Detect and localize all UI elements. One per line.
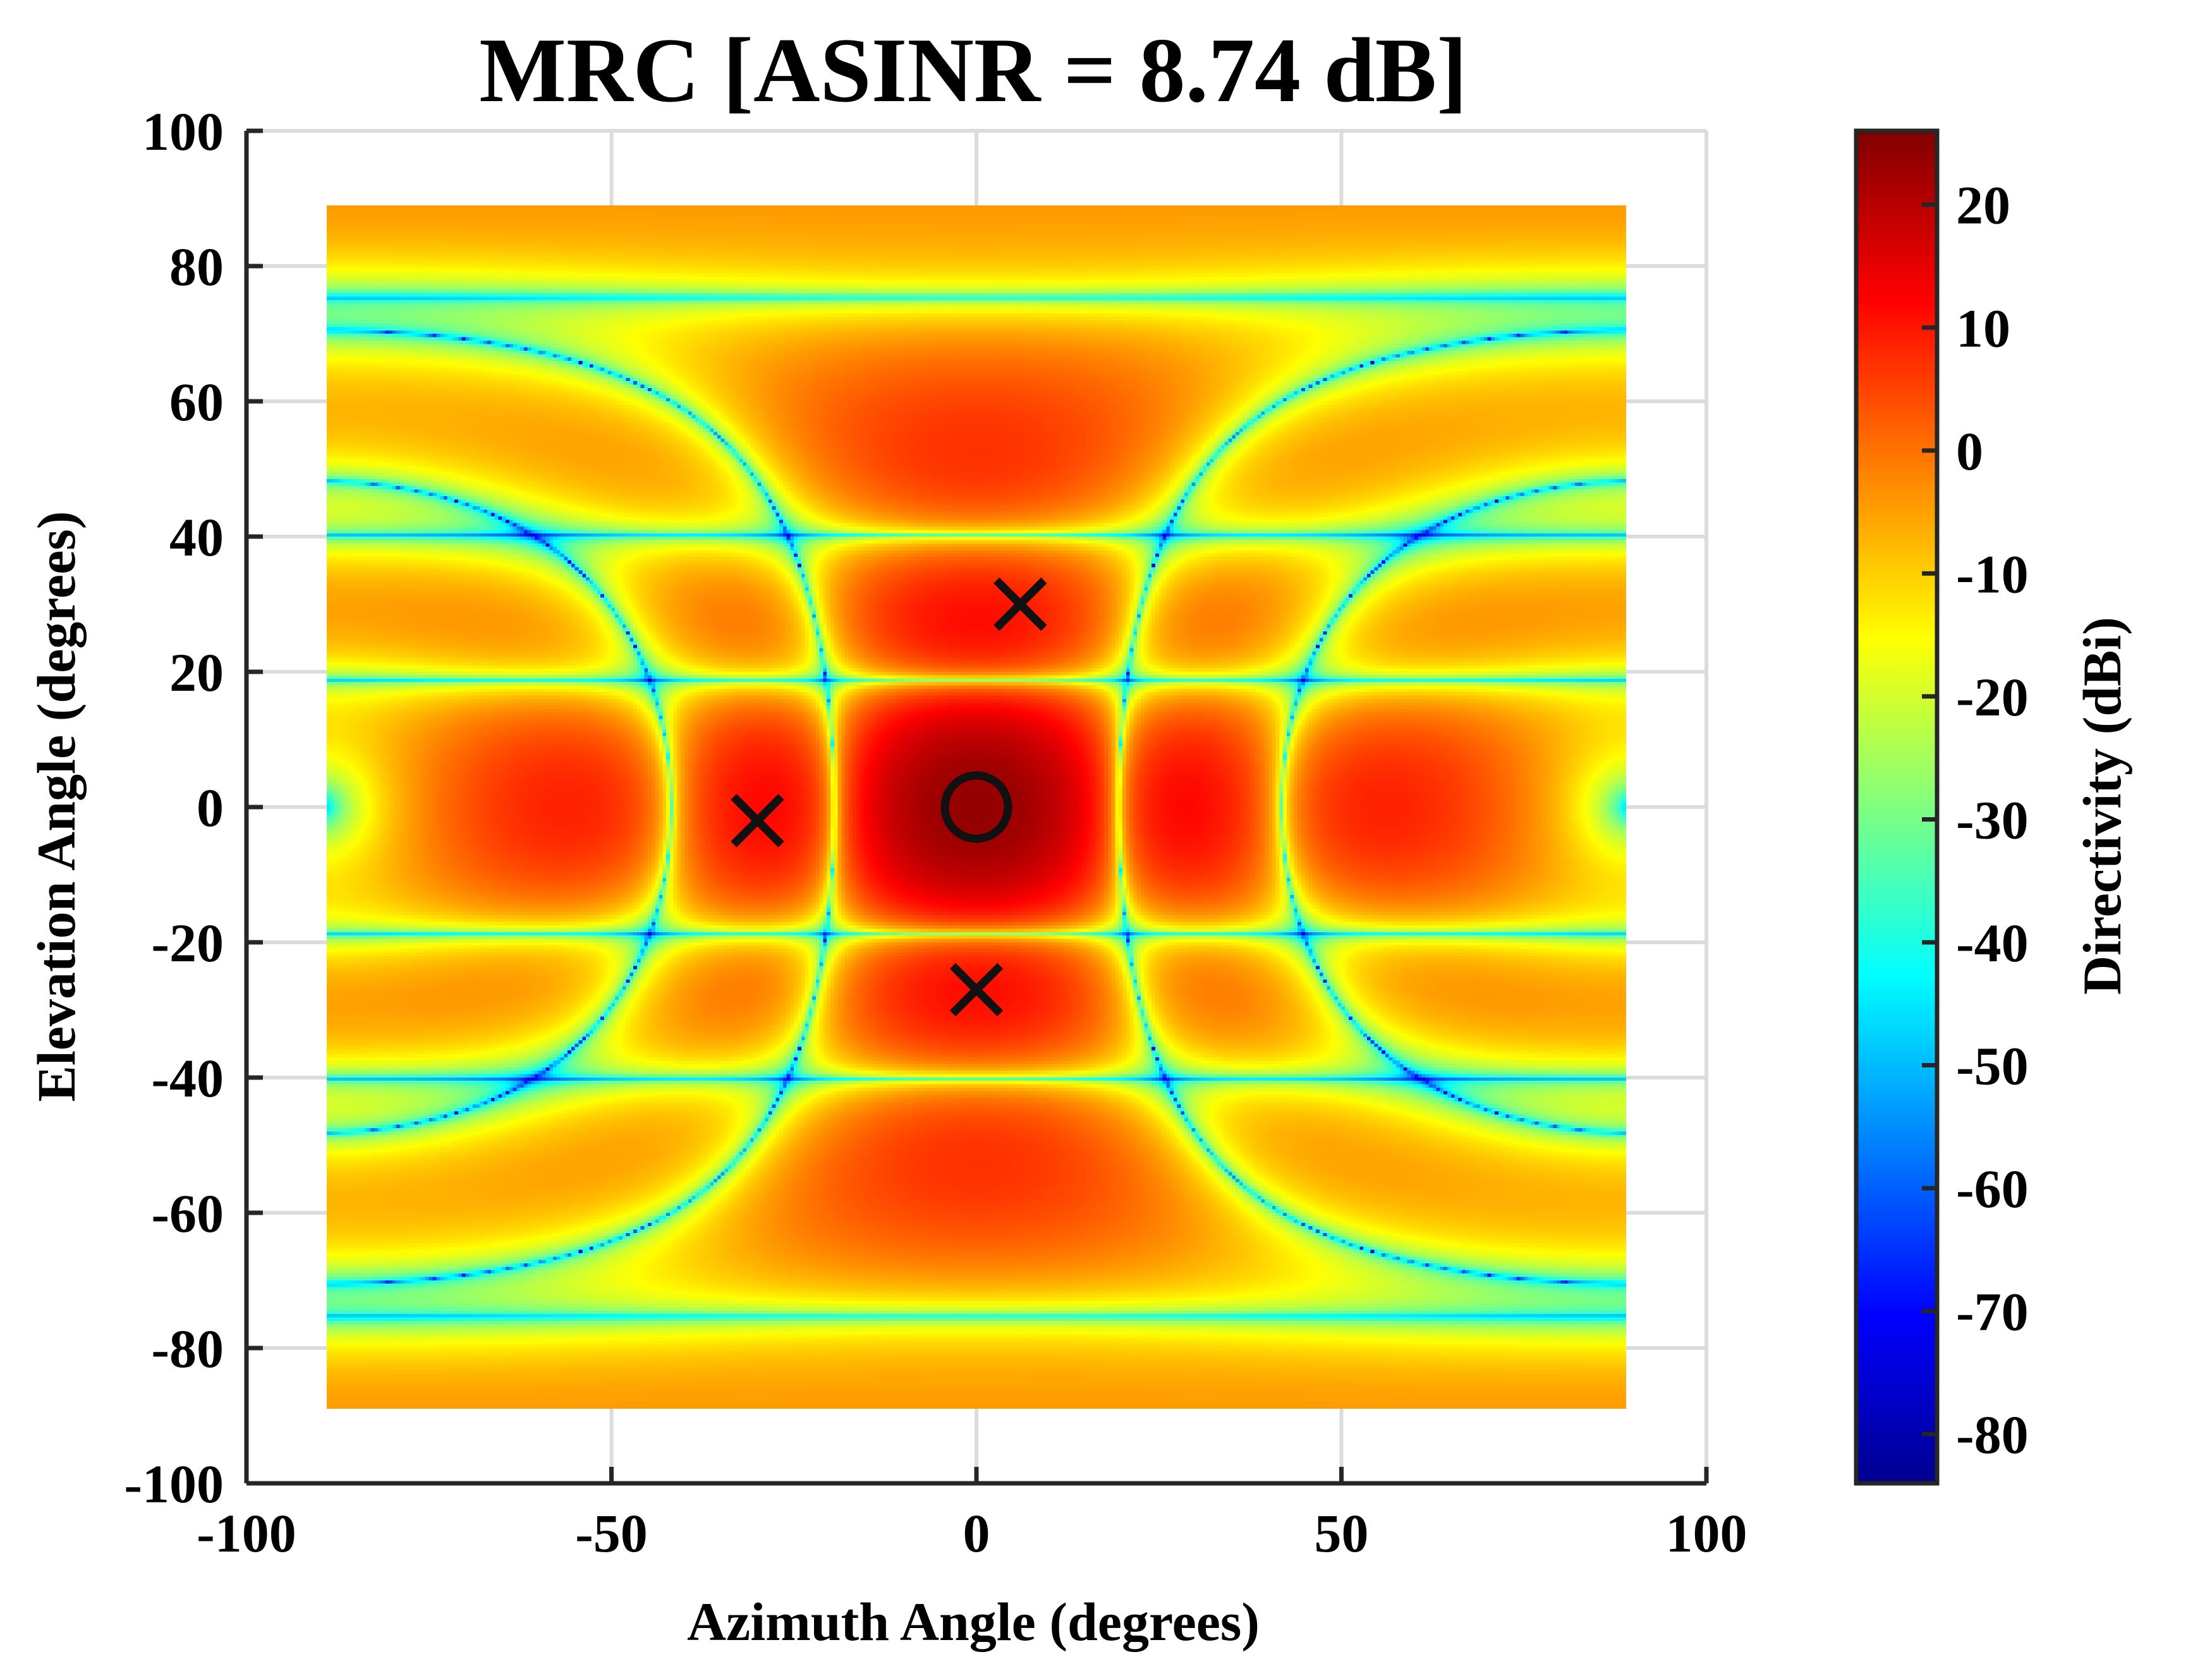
y-axis-label: Elevation Angle (degrees) [26, 511, 87, 1102]
colorbar-tick-label: -40 [1956, 913, 2029, 973]
heatmap-canvas [327, 205, 1626, 1409]
interferer-marker-stroke [949, 963, 1004, 1017]
colorbar-tick-label: 10 [1956, 298, 2010, 358]
x-tick-labels: -100 -50 0 50 100 [197, 1503, 1747, 1564]
x-tick-label: 100 [1666, 1503, 1747, 1564]
y-tick-label: 60 [169, 372, 224, 432]
desired-user-marker [940, 771, 1012, 843]
x-tick-label: 0 [963, 1503, 990, 1564]
interferer-marker-stroke [731, 794, 784, 848]
y-tick-label: -40 [151, 1048, 224, 1109]
interferer-marker [731, 794, 784, 848]
colorbar-tick-label: -20 [1956, 667, 2029, 727]
interferer-marker-stroke [994, 577, 1047, 631]
interferer-marker [994, 577, 1047, 631]
y-tick-label: -60 [151, 1183, 224, 1244]
y-tick-label: 20 [169, 642, 224, 703]
y-tick-label: -100 [124, 1454, 224, 1514]
colorbar [1854, 128, 1940, 1486]
x-tick-label: 50 [1315, 1503, 1369, 1564]
y-tick-label: 40 [169, 507, 224, 568]
colorbar-tick-label: 20 [1956, 175, 2010, 236]
y-tick-label: -80 [151, 1318, 224, 1379]
interferer-marker [949, 963, 1004, 1017]
colorbar-tick-label: -60 [1956, 1158, 2029, 1219]
colorbar-tick-label: -70 [1956, 1282, 2029, 1342]
colorbar-tick-label: 0 [1956, 421, 1983, 482]
y-tick-label: 100 [142, 101, 224, 162]
colorbar-ticks: 20 10 0 -10 -20 -30 -40 -50 -60 -70 -80 [1922, 175, 2029, 1465]
y-tick-label: 0 [197, 777, 224, 838]
colorbar-label: Directivity (dBi) [2072, 617, 2132, 995]
colorbar-tick-label: -80 [1956, 1404, 2029, 1465]
colorbar-tick-label: -10 [1956, 544, 2029, 604]
colorbar-tick-label: -50 [1956, 1036, 2029, 1097]
colorbar-tick-label: -30 [1956, 789, 2029, 850]
x-tick-label: -50 [575, 1503, 648, 1564]
markers [731, 577, 1047, 1017]
chart-title: MRC [ASINR = 8.74 dB] [479, 19, 1468, 121]
heatmap [327, 205, 1626, 1409]
y-tick-labels: 100 80 60 40 20 0 -20 -40 -60 -80 -100 [124, 101, 224, 1514]
plot-axes [244, 128, 1709, 1486]
y-tick-label: 80 [169, 236, 224, 297]
y-tick-label: -20 [151, 913, 224, 973]
x-axis-label: Azimuth Angle (degrees) [687, 1591, 1260, 1652]
x-tick-label: -100 [197, 1503, 296, 1564]
